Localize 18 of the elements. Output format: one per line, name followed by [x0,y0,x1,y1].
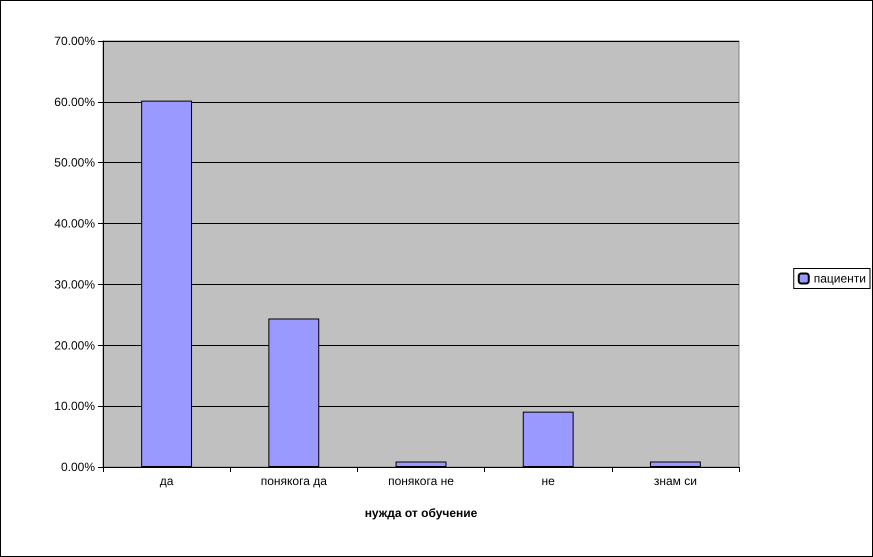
y-tick-label: 40.00% [54,216,96,231]
y-tick-label: 10.00% [54,399,96,414]
y-tick-label: 50.00% [54,156,96,170]
x-tick-label: понякога да [260,474,328,488]
y-tick-label: 70.00% [54,34,96,48]
x-tick-label: знам си [654,474,697,488]
x-axis-title: нужда от обучение [364,506,478,520]
bar [396,462,446,467]
bar [522,412,574,467]
y-tick-label: 0.00% [60,460,96,474]
bar [650,462,701,467]
x-tick-label: понякога не [388,474,454,488]
y-tick-label: 30.00% [54,277,96,292]
x-tick-label: да [160,474,174,488]
x-tick-label: не [542,474,556,488]
legend-label: пациенти [814,272,866,286]
y-tick-label: 20.00% [54,338,96,352]
y-tick-label: 60.00% [54,94,96,109]
